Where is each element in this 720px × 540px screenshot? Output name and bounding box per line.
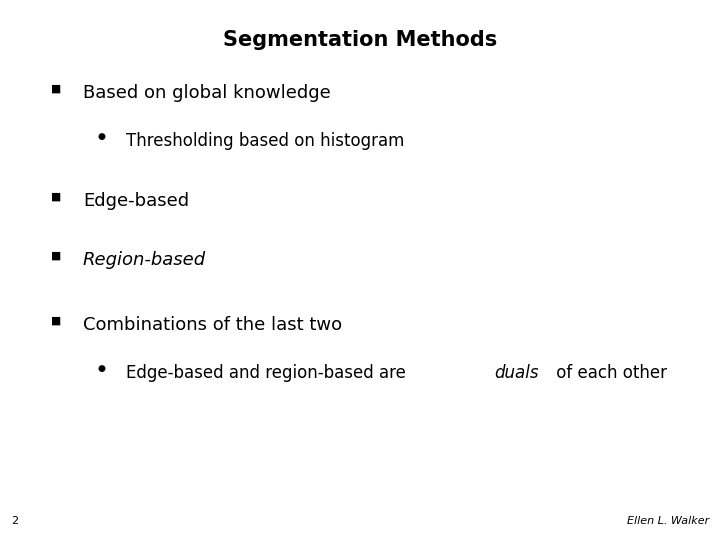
Text: Thresholding based on histogram: Thresholding based on histogram (126, 132, 405, 150)
Text: 2: 2 (11, 516, 18, 526)
Text: Edge-based and region-based are: Edge-based and region-based are (126, 364, 411, 382)
Text: Combinations of the last two: Combinations of the last two (83, 316, 342, 334)
Text: Based on global knowledge: Based on global knowledge (83, 84, 330, 102)
Text: Ellen L. Walker: Ellen L. Walker (627, 516, 709, 526)
Text: Edge-based: Edge-based (83, 192, 189, 210)
Text: ●: ● (97, 364, 105, 374)
Text: ●: ● (97, 132, 105, 141)
Text: Segmentation Methods: Segmentation Methods (223, 30, 497, 50)
Text: of each other: of each other (552, 364, 667, 382)
Text: ■: ■ (50, 192, 60, 202)
Text: ■: ■ (50, 251, 60, 261)
Text: ■: ■ (50, 84, 60, 94)
Text: Region-based: Region-based (83, 251, 206, 269)
Text: ■: ■ (50, 316, 60, 326)
Text: duals: duals (494, 364, 539, 382)
